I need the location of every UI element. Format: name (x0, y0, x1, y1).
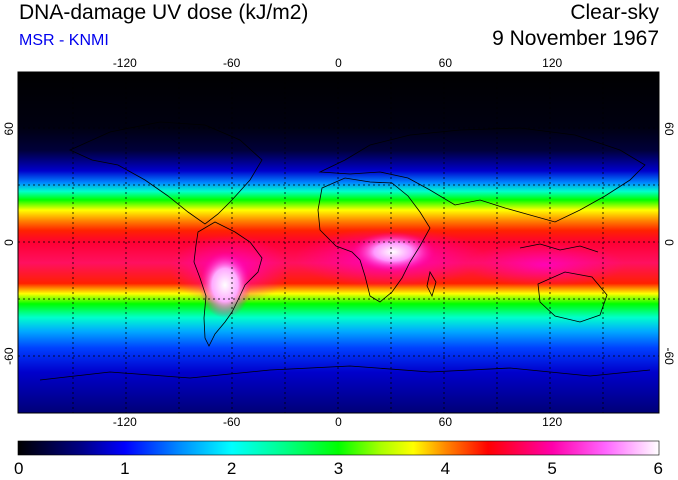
lat-tick-label-right: -60 (662, 347, 676, 365)
lat-tick-label-left: 0 (2, 239, 16, 246)
lon-tick-label-top: 60 (439, 56, 453, 70)
lon-tick-label-bottom: -120 (113, 415, 137, 429)
madagascar-coast (426, 270, 437, 298)
colorbar-tick-label: 0 (14, 459, 23, 478)
lon-tick-label-bottom: 60 (439, 415, 453, 429)
sky-condition-label: Clear-sky (570, 1, 659, 24)
colorbar-tick-label: 4 (441, 459, 450, 478)
colorbar-tick-labels: 0 1 2 3 4 5 6 (14, 459, 663, 478)
colorbar (18, 441, 659, 455)
colorbar-tick-label: 6 (654, 459, 663, 478)
colorbar-tick-label: 2 (227, 459, 236, 478)
lat-tick-label-left: -60 (2, 347, 16, 365)
lon-tick-label-top: -60 (223, 56, 241, 70)
colorbar-tick-label: 3 (334, 459, 343, 478)
map-frame (17, 71, 660, 414)
lon-tick-label-bottom: -60 (223, 415, 241, 429)
graticule (18, 72, 659, 413)
colorbar-frame (17, 440, 660, 456)
colorbar-tick-label: 1 (120, 459, 129, 478)
indonesia-coast (519, 243, 599, 253)
europe-asia-coast (318, 127, 646, 223)
australia-coast (537, 271, 608, 323)
axis-tick-labels: -120 -120 -60 -60 0 0 60 60 120 120 60 60 0 0 -60 -60 (2, 56, 676, 429)
uv-field (18, 72, 659, 413)
lon-tick-label-bottom: 120 (542, 415, 562, 429)
lat-tick-label-left: 60 (2, 122, 16, 136)
source-label: MSR - KNMI (19, 32, 109, 49)
lon-tick-label-top: 120 (542, 56, 562, 70)
lat-tick-label-right: 0 (662, 239, 676, 246)
antarctica-coast (39, 365, 651, 381)
north-america-coast (69, 121, 263, 225)
date-label: 9 November 1967 (492, 27, 659, 50)
lon-tick-label-bottom: 0 (335, 415, 342, 429)
lon-tick-label-top: 0 (335, 56, 342, 70)
lon-tick-label-top: -120 (113, 56, 137, 70)
lat-tick-label-right: 60 (662, 122, 676, 136)
colorbar-tick-label: 5 (547, 459, 556, 478)
map-title: DNA-damage UV dose (kJ/m2) (19, 1, 309, 24)
